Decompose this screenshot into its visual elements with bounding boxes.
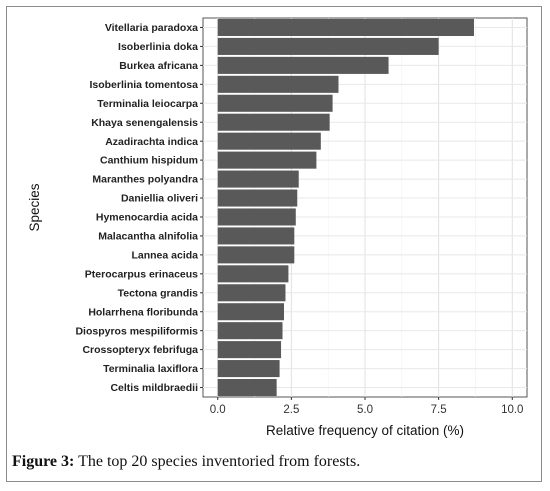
y-tick-label: Isoberlinia doka [118,41,198,53]
x-tick-label: 10.0 [501,404,523,416]
y-tick-label: Lannea acida [131,249,198,261]
bar-chart: Vitellaria paradoxa Isoberlinia doka Burke… [27,17,528,438]
bar [217,151,317,169]
bar [217,132,321,150]
y-tick-label: Pterocarpus erinaceus [85,268,198,280]
y-tick-label: Crossopteryx febrifuga [82,344,198,356]
bar [217,56,389,74]
x-tick-label: 0.0 [210,404,226,416]
y-tick-label: Canthium hispidum [100,155,198,167]
bar [217,322,283,340]
y-tick-label: Malacantha alnifolia [98,231,198,243]
x-tick-label: 5.0 [357,404,373,416]
y-axis-title: Species [27,183,42,231]
bar [217,170,299,188]
bar [217,75,339,93]
bar [217,265,289,283]
bar [217,341,282,359]
bar [217,378,277,397]
y-tick-label: Daniellia oliveri [121,193,198,205]
y-tick-label: Hymenocardia acida [96,212,198,224]
y-tick-label: Terminalia laxiflora [103,363,198,375]
y-tick-label: Khaya senengalensis [91,117,198,129]
bar [217,284,286,302]
bar [217,113,330,131]
bar [217,360,280,378]
y-tick-label: Tectona grandis [118,287,198,299]
bar [217,227,295,245]
y-tick-label: Vitellaria paradoxa [105,22,198,34]
y-tick-label: Celtis mildbraedii [110,382,198,394]
bar [217,94,333,112]
bar [217,37,439,55]
bar [217,303,284,321]
y-tick-label: Holarrhena floribunda [88,306,198,318]
y-tick-label: Azadirachta indica [105,136,198,148]
y-tick-label: Isoberlinia tomentosa [89,79,198,91]
caption-label: Figure 3: [12,453,75,470]
bar [217,208,296,226]
y-tick-label: Maranthes polyandra [92,174,198,186]
caption-text: The top 20 species inventoried from fore… [74,453,361,470]
y-tick-label: Terminalia leiocarpa [97,98,198,110]
bar [217,246,295,264]
x-axis-title: Relative frequency of citation (%) [266,423,464,438]
x-tick-label: 2.5 [283,404,299,416]
x-tick-label: 7.5 [431,404,447,416]
y-tick-label: Diospyros mespiliformis [75,325,198,337]
figure-caption: Figure 3: The top 20 species inventoried… [12,453,360,471]
bar [217,189,298,207]
bar [217,18,474,37]
y-tick-label: Burkea africana [119,60,198,72]
